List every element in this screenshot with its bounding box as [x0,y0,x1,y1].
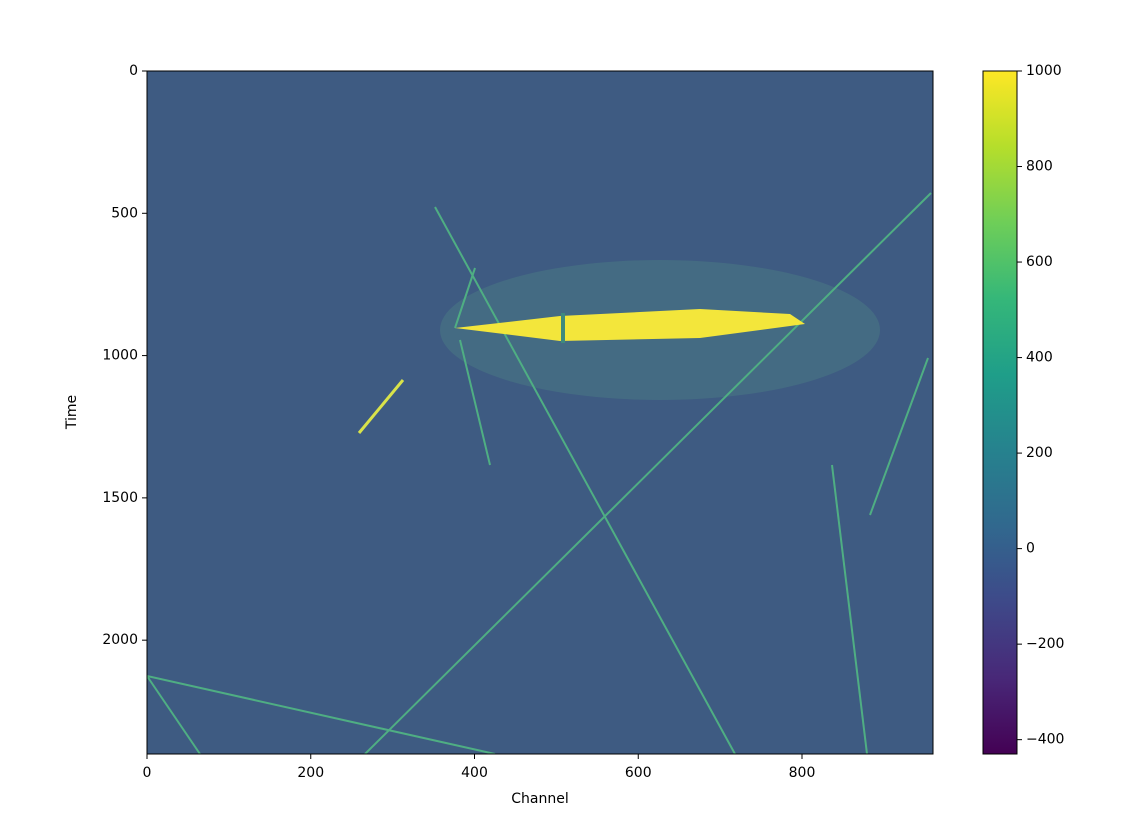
heatmap-image [147,71,933,754]
y-tick-label: 0 [129,63,138,79]
colorbar-tick-label: 200 [1026,445,1053,461]
x-tick-label: 600 [625,765,652,781]
x-tick-label: 400 [461,765,488,781]
colorbar [982,70,1018,755]
x-tick-label: 200 [297,765,324,781]
colorbar-tick-label: 0 [1026,541,1035,557]
y-tick-label: 2000 [102,632,138,648]
colorbar-tick-label: 400 [1026,350,1053,366]
y-axis-label: Time [64,395,80,430]
y-tick-label: 1500 [102,490,138,506]
x-tick-label: 800 [789,765,816,781]
colorbar-tick-label: 600 [1026,254,1053,270]
colorbar-tick-label: 1000 [1026,63,1062,79]
y-tick-label: 1000 [102,348,138,364]
y-tick-label: 500 [111,205,138,221]
colorbar-tick-label: 800 [1026,159,1053,175]
x-tick-label: 0 [143,765,152,781]
plot-frame [146,70,934,755]
x-axis-label: Channel [511,791,568,807]
colorbar-tick-label: −400 [1026,732,1064,748]
colorbar-tick-label: −200 [1026,636,1064,652]
